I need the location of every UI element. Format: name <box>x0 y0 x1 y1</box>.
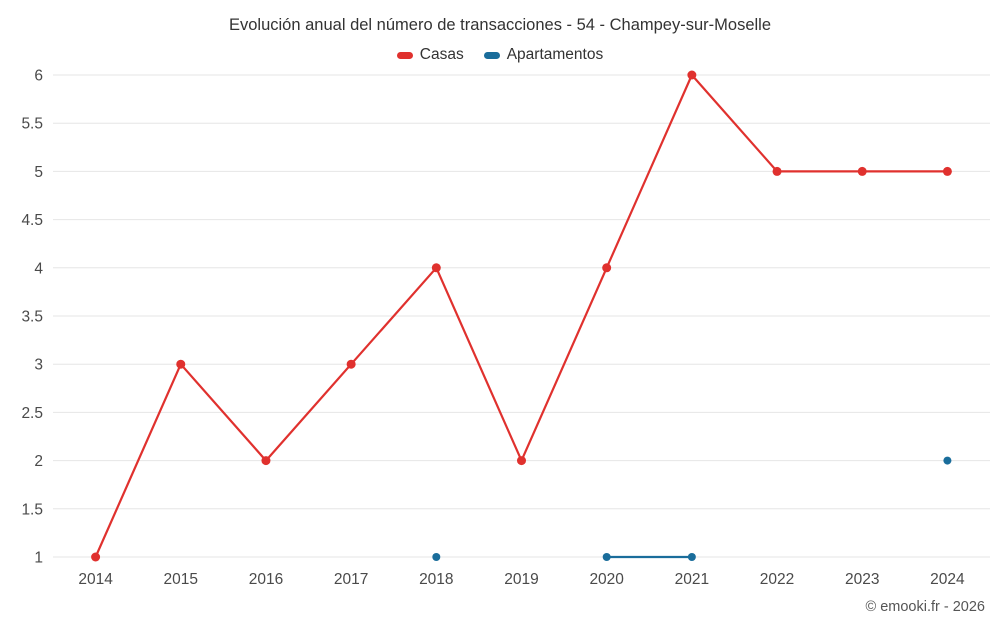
y-tick-label: 3 <box>34 357 43 374</box>
y-tick-label: 4.5 <box>21 212 43 229</box>
y-tick-label: 6 <box>34 68 43 85</box>
legend-label-casas: Casas <box>419 46 464 63</box>
legend-label-apartamentos: Apartamentos <box>506 46 604 63</box>
x-tick-label: 2016 <box>249 571 283 588</box>
y-tick-label: 5 <box>34 164 43 181</box>
point-casas-2016 <box>261 456 271 466</box>
point-casas-2022 <box>772 166 782 176</box>
x-tick-label: 2024 <box>930 571 965 588</box>
legend-swatch-apartamentos <box>483 51 500 59</box>
y-tick-label: 5.5 <box>21 116 43 133</box>
x-tick-label: 2023 <box>845 571 879 588</box>
x-tick-label: 2020 <box>589 571 624 588</box>
point-apartamentos-2021 <box>687 553 696 561</box>
x-tick-label: 2017 <box>334 571 368 588</box>
y-tick-label: 1 <box>34 550 43 567</box>
copyright: © emooki.fr - 2026 <box>865 599 985 615</box>
chart-title: Evolución anual del número de transaccio… <box>228 16 772 34</box>
point-casas-2015 <box>176 359 186 369</box>
point-apartamentos-2020 <box>602 553 611 561</box>
point-casas-2019 <box>517 456 526 466</box>
legend-item-apartamentos[interactable]: Apartamentos <box>483 46 604 64</box>
point-casas-2018 <box>431 263 441 273</box>
point-casas-2021 <box>687 70 697 80</box>
legend-item-casas[interactable]: Casas <box>396 46 464 64</box>
point-apartamentos-2024 <box>943 456 952 465</box>
point-casas-2014 <box>91 552 101 562</box>
y-tick-label: 2.5 <box>21 405 43 422</box>
x-tick-label: 2021 <box>675 571 709 588</box>
legend: Casas Apartamentos <box>0 46 1000 64</box>
point-casas-2020 <box>602 263 612 273</box>
point-casas-2023 <box>857 166 867 176</box>
y-tick-label: 3.5 <box>21 309 43 326</box>
y-tick-label: 2 <box>34 453 43 470</box>
point-casas-2017 <box>346 359 356 369</box>
y-tick-label: 1.5 <box>21 501 43 518</box>
x-tick-label: 2022 <box>760 571 794 588</box>
x-tick-label: 2015 <box>164 571 198 588</box>
point-casas-2024 <box>942 166 952 176</box>
x-tick-label: 2018 <box>419 571 453 588</box>
y-tick-label: 4 <box>34 260 43 277</box>
point-apartamentos-2018 <box>432 553 441 561</box>
x-tick-label: 2014 <box>78 571 113 588</box>
legend-swatch-casas <box>396 51 413 59</box>
x-tick-label: 2019 <box>504 571 538 588</box>
